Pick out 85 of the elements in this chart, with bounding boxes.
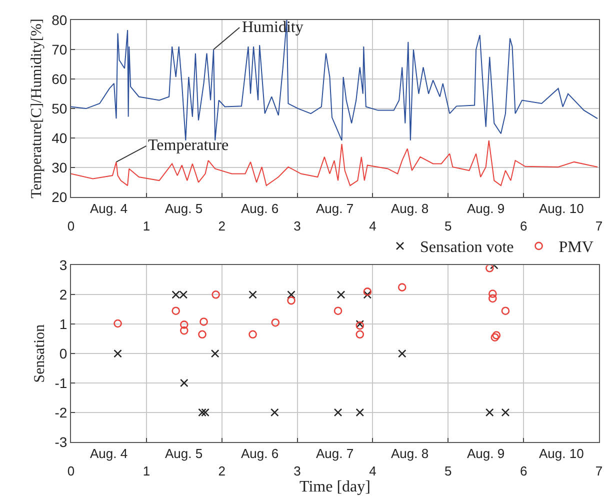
point (212, 290, 220, 299)
point (248, 290, 257, 299)
point (287, 296, 296, 305)
text: Aug. 6 (241, 201, 279, 216)
y-tick-label: 60 (52, 70, 68, 87)
y-tick-label: 2 (59, 286, 68, 303)
legend-label: Sensation vote (420, 239, 514, 256)
x-tick-label: 2 (218, 463, 226, 478)
point (200, 318, 208, 326)
y-tick-label: 50 (52, 100, 68, 116)
point (485, 408, 494, 417)
text: Aug. 10 (539, 446, 584, 461)
line-series (71, 140, 598, 186)
point (172, 306, 180, 315)
text: Aug. 10 (539, 201, 584, 216)
point (363, 288, 372, 296)
y-tick-label: 3 (59, 257, 68, 274)
y-axis-title: Sensation (32, 324, 48, 383)
point (114, 319, 122, 328)
point (488, 290, 497, 298)
x-tick-label: 3 (294, 218, 301, 234)
point (334, 408, 342, 417)
point (492, 331, 501, 340)
point (336, 290, 346, 299)
y-tick-label: -1 (54, 374, 68, 391)
text: Aug. 8 (391, 446, 429, 461)
x-tick-label: 6 (520, 218, 528, 234)
x-tick-label: 1 (142, 218, 150, 234)
point (271, 318, 280, 327)
y-tick-label: -3 (54, 434, 68, 450)
point (198, 408, 206, 417)
point (180, 320, 188, 329)
point (501, 306, 510, 315)
point (287, 290, 296, 299)
y-tick-label: 40 (52, 130, 68, 146)
point (180, 326, 188, 335)
y-tick-label: -2 (54, 404, 68, 420)
point (210, 349, 220, 358)
point (270, 408, 279, 417)
x-tick-label: 1 (142, 463, 150, 478)
x-tick-label: 3 (294, 463, 301, 478)
point (398, 349, 406, 358)
point (501, 408, 510, 417)
point (248, 330, 257, 339)
annotation: Temperature (148, 137, 229, 154)
text: Aug. 5 (165, 446, 203, 461)
text: Aug. 4 (90, 446, 128, 461)
point (180, 378, 188, 388)
text: Aug. 5 (165, 201, 203, 216)
point (356, 408, 364, 417)
y-tick-label: 0 (59, 345, 68, 362)
y-tick-label: 80 (52, 12, 68, 28)
text: Aug. 8 (391, 201, 429, 216)
legend-label: PMV (558, 239, 594, 256)
point (363, 290, 372, 299)
y-tick-label: 1 (59, 316, 68, 332)
point (198, 330, 206, 339)
text: Aug. 6 (241, 446, 279, 461)
text: Aug. 7 (316, 201, 354, 216)
point (398, 283, 406, 292)
x-tick-label: 7 (595, 463, 603, 478)
text: Aug. 7 (316, 446, 354, 461)
x-tick-label: 4 (369, 218, 376, 234)
y-tick-label: 20 (52, 188, 68, 205)
point (201, 408, 210, 417)
x-tick-label: 6 (520, 463, 528, 478)
point (490, 333, 500, 342)
point (488, 294, 497, 303)
point (114, 349, 122, 358)
point (356, 330, 364, 339)
y-axis-title: Temperature[C]/Humidity[%] (28, 18, 45, 198)
y-tick-label: 30 (52, 159, 68, 176)
point (334, 306, 342, 315)
text: Aug. 4 (90, 201, 128, 216)
x-axis-title: Time [day] (300, 478, 370, 496)
text: Aug. 9 (467, 201, 505, 216)
line-series (71, 20, 598, 141)
text: Aug. 9 (467, 446, 505, 461)
point (485, 265, 494, 272)
x-tick-label: 5 (444, 463, 452, 478)
y-tick-label: 70 (52, 41, 68, 58)
x-tick-label: 4 (369, 463, 376, 478)
x-tick-label: 2 (218, 218, 226, 234)
x-tick-label: 7 (595, 218, 603, 234)
x-tick-label: 5 (444, 218, 452, 234)
